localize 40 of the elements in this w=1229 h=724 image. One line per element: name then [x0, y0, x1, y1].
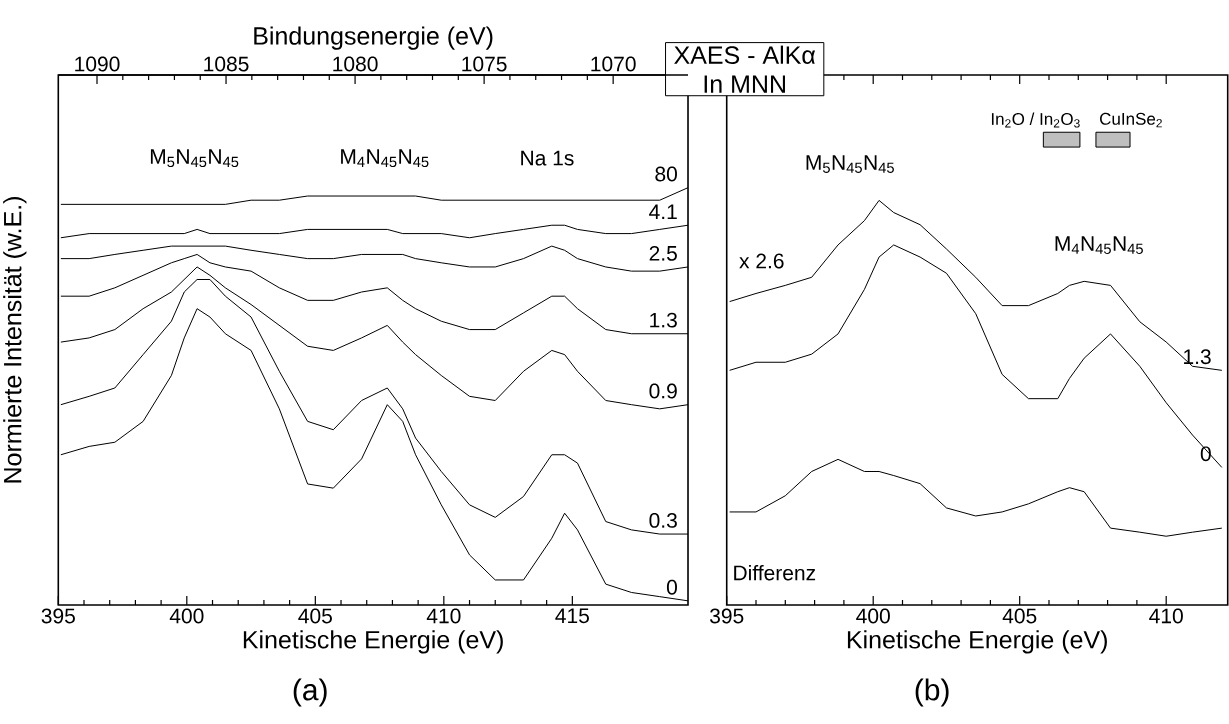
- series-label: 4.1: [649, 204, 677, 220]
- annotation: x 2.6: [739, 253, 784, 269]
- x-tick-label: 410: [426, 608, 461, 624]
- text: (b): [915, 678, 949, 707]
- x-tick-label: 400: [169, 608, 204, 624]
- text: (a): [293, 678, 327, 707]
- x2-tick-label: 1085: [204, 56, 249, 72]
- series-label: 1.3: [1184, 349, 1211, 365]
- x-tick-label: 405: [298, 608, 332, 624]
- annotation: Differenz: [734, 564, 816, 581]
- text: M$_{5}$N$_{45}$N$_{45}$: [150, 149, 239, 168]
- x-tick-label: 395: [41, 608, 75, 624]
- x-tick-label: 395: [709, 608, 744, 624]
- series-label: 1.3: [650, 312, 677, 328]
- series-label: 2.5: [649, 245, 677, 261]
- x-tick-label: 415: [555, 608, 589, 624]
- annotation: M$_{4}$N$_{45}$N$_{45}$: [1055, 236, 1143, 254]
- x2-tick-label: 1090: [75, 56, 120, 72]
- x-tick-label: 405: [1002, 608, 1037, 624]
- x-tick-label: 410: [1149, 608, 1183, 624]
- series-label: 0: [666, 579, 677, 595]
- text: XAES - AlKα: [674, 45, 816, 64]
- text: In$_{2}$O / In$_{2}$O$_{3}$: [991, 112, 1080, 128]
- series-label: 0.9: [649, 383, 677, 399]
- text: In MNN: [704, 75, 785, 93]
- x2-tick-label: 1080: [333, 56, 378, 72]
- series-label: 0: [1200, 446, 1211, 462]
- series-label: 0.3: [649, 512, 677, 528]
- series-label: 80: [655, 166, 677, 182]
- text: CuInSe$_{2}$: [1100, 112, 1162, 128]
- text: M$_{4}$N$_{45}$N$_{45}$: [341, 149, 429, 168]
- x-tick-label: 400: [856, 608, 890, 624]
- x2-tick-label: 1075: [462, 56, 507, 72]
- y-axis-title: Normierte Intensität (w.E.): [3, 197, 27, 483]
- x2-axis-title: Bindungsenergie (eV): [254, 26, 493, 50]
- x-axis-title: Kinetische Energie (eV): [243, 630, 503, 654]
- text: M$_{5}$N$_{45}$N$_{45}$: [806, 155, 894, 173]
- text: Na 1s: [521, 150, 574, 166]
- x2-tick-label: 1070: [591, 56, 636, 72]
- x-axis-title: Kinetische Energie (eV): [847, 630, 1107, 654]
